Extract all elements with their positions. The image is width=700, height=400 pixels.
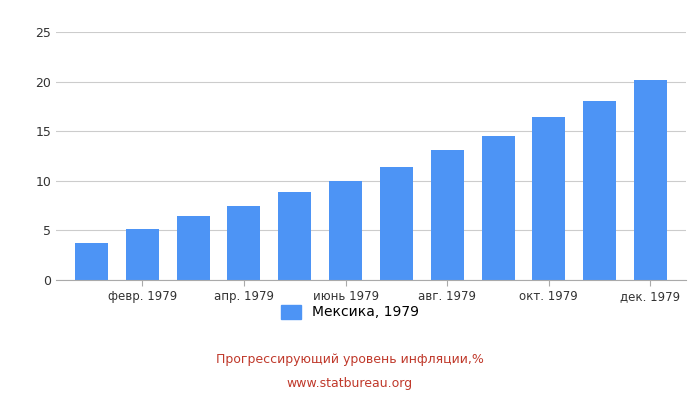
Bar: [482, 136, 514, 280]
Bar: [228, 206, 260, 280]
Bar: [75, 243, 108, 280]
Bar: [176, 216, 210, 280]
Bar: [126, 230, 159, 280]
Bar: [532, 117, 566, 280]
Legend: Мексика, 1979: Мексика, 1979: [275, 299, 425, 325]
Bar: [329, 181, 362, 280]
Text: www.statbureau.org: www.statbureau.org: [287, 378, 413, 390]
Bar: [279, 192, 312, 280]
Bar: [430, 150, 463, 280]
Bar: [380, 167, 413, 280]
Text: Прогрессирующий уровень инфляции,%: Прогрессирующий уровень инфляции,%: [216, 354, 484, 366]
Bar: [634, 80, 667, 280]
Bar: [583, 102, 616, 280]
